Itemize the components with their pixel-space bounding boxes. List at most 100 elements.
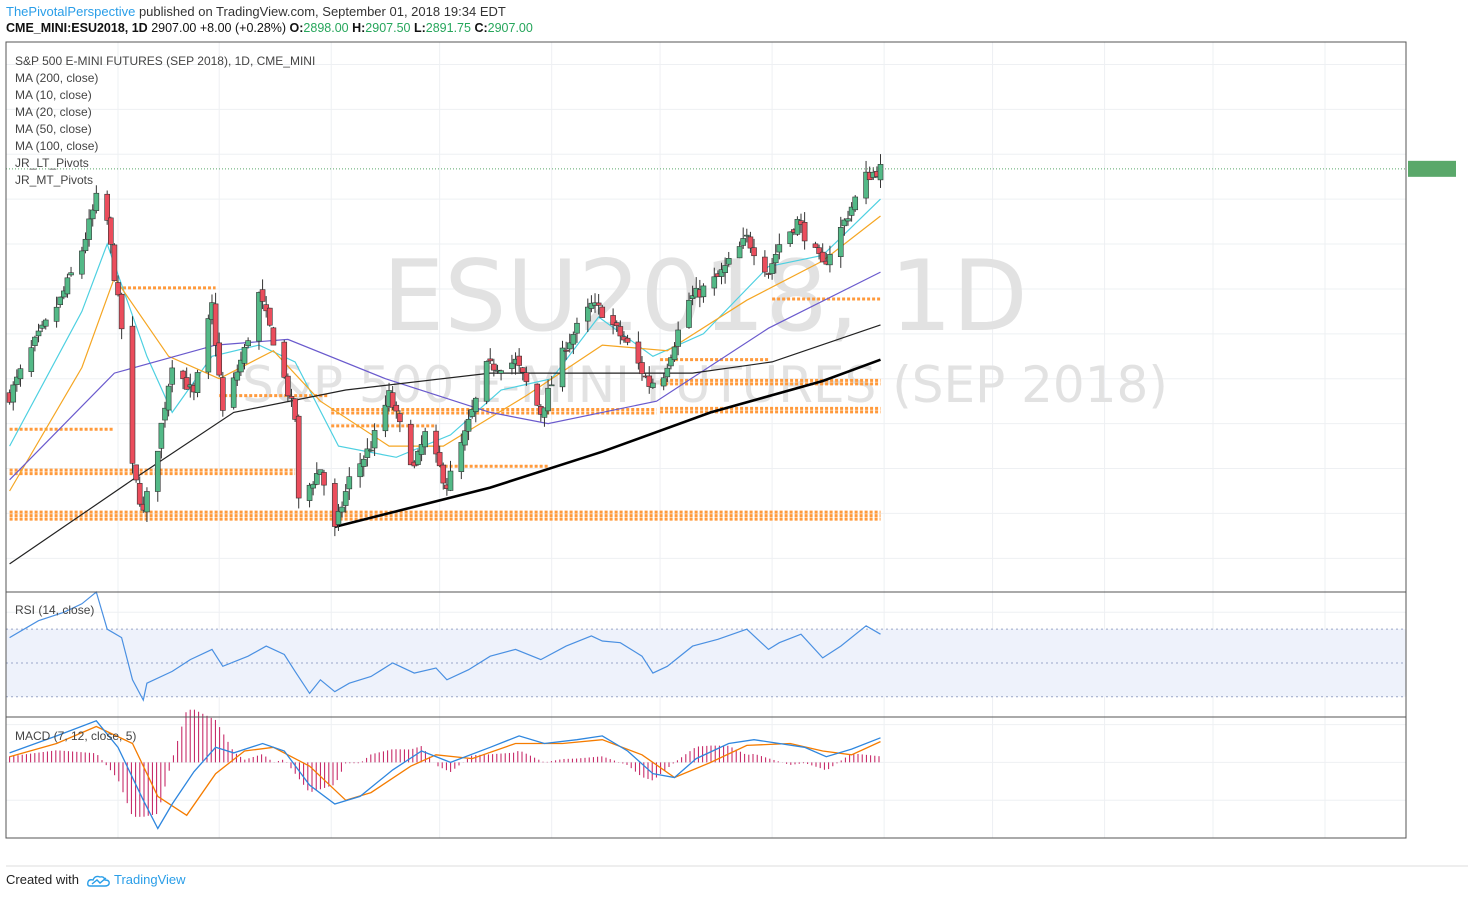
candle-up xyxy=(469,409,475,417)
legend-ma200[interactable]: MA (200, close) xyxy=(15,71,98,85)
candle-up xyxy=(498,370,504,374)
candle-up xyxy=(664,367,671,378)
candle-down xyxy=(563,349,569,352)
candle-down xyxy=(136,483,143,505)
candle-up xyxy=(650,382,656,388)
candle-down xyxy=(635,341,642,364)
rsi-legend[interactable]: RSI (14, close) xyxy=(15,603,94,617)
candle-down xyxy=(118,293,125,330)
candle-up xyxy=(162,407,168,421)
candle-up xyxy=(675,329,681,347)
candle-up xyxy=(837,227,844,257)
open-label: O: xyxy=(289,21,304,35)
candle-up xyxy=(371,430,378,449)
candle-down xyxy=(281,341,288,378)
tradingview-cloud-icon xyxy=(86,875,110,887)
candle-up xyxy=(79,250,85,275)
candle-up xyxy=(585,306,591,322)
candle-down xyxy=(321,472,327,486)
footer: Created with TradingView xyxy=(6,872,186,887)
candle-up xyxy=(313,473,320,485)
candle-up xyxy=(245,340,251,347)
candle-down xyxy=(519,367,526,373)
ma-line xyxy=(334,358,881,529)
legend-lt-pivots[interactable]: JR_LT_Pivots xyxy=(15,156,89,170)
candle-up xyxy=(14,376,20,385)
publisher-link[interactable]: ThePivotalPerspective xyxy=(6,4,136,19)
candle-up xyxy=(144,491,150,513)
candle-down xyxy=(617,326,624,337)
candle-down xyxy=(816,247,822,254)
candle-up xyxy=(725,258,732,265)
candle-up xyxy=(740,238,746,246)
watermark-name: S&P 500 E-MINI FUTURES (SEP 2018) xyxy=(242,356,1168,414)
candle-up xyxy=(256,292,262,342)
tradingview-link[interactable]: TradingView xyxy=(114,872,186,887)
candle-up xyxy=(382,404,389,432)
candle-up xyxy=(230,377,237,408)
symbol-label: CME_MINI:ESU2018, 1D xyxy=(6,21,148,35)
candle-down xyxy=(183,377,190,390)
candle-down xyxy=(285,375,291,397)
candle-down xyxy=(765,273,772,275)
legend-mt-pivots[interactable]: JR_MT_Pivots xyxy=(15,173,93,187)
candle-up xyxy=(368,449,374,452)
candle-up xyxy=(483,361,490,402)
macd-signal-line xyxy=(9,725,881,817)
candle-up xyxy=(660,377,667,387)
candle-up xyxy=(238,359,244,373)
candle-up xyxy=(364,448,371,458)
quote-line: CME_MINI:ESU2018, 1D 2907.00 +8.00 (+0.2… xyxy=(6,20,533,37)
candle-up xyxy=(335,511,342,525)
candle-down xyxy=(259,289,266,302)
candle-up xyxy=(509,362,515,369)
candle-up xyxy=(545,387,551,412)
candle-up xyxy=(574,322,580,334)
candle-up xyxy=(794,219,801,235)
legend-title: S&P 500 E-MINI FUTURES (SEP 2018), 1D, C… xyxy=(15,54,315,68)
candle-down xyxy=(534,383,541,406)
created-with-label: Created with xyxy=(6,872,79,887)
candle-up xyxy=(360,458,367,467)
candle-up xyxy=(718,269,725,277)
candle-down xyxy=(751,247,757,257)
candle-down xyxy=(115,282,121,296)
candle-down xyxy=(270,327,277,346)
rsi-line xyxy=(9,590,881,702)
legend-ma10[interactable]: MA (10, close) xyxy=(15,88,92,102)
candle-up xyxy=(35,330,42,337)
candle-down xyxy=(220,377,226,411)
candle-up xyxy=(776,244,783,253)
candle-down xyxy=(599,306,606,318)
candle-up xyxy=(346,476,353,490)
candle-down xyxy=(436,452,443,467)
ma-line xyxy=(9,198,881,458)
candle-up xyxy=(671,346,678,360)
candle-up xyxy=(422,431,428,448)
candle-up xyxy=(154,450,161,492)
candle-up xyxy=(472,397,479,412)
candle-up xyxy=(744,234,750,237)
candle-up xyxy=(772,254,779,264)
candle-down xyxy=(180,370,186,380)
legend-ma100[interactable]: MA (100, close) xyxy=(15,139,98,153)
legend-ma20[interactable]: MA (20, close) xyxy=(15,105,92,119)
pane-frames xyxy=(5,41,1468,867)
candle-down xyxy=(104,193,110,221)
low-value: 2891.75 xyxy=(425,21,471,35)
candle-up xyxy=(53,306,60,322)
legend-ma50[interactable]: MA (50, close) xyxy=(15,122,92,136)
indicator-legend: S&P 500 E-MINI FUTURES (SEP 2018), 1D, C… xyxy=(15,54,315,743)
low-label: L: xyxy=(413,21,426,35)
candle-down xyxy=(440,464,447,484)
macd-legend[interactable]: MACD (7, 12, close, 5) xyxy=(15,729,136,743)
candle-up xyxy=(64,277,71,295)
candle-up xyxy=(863,171,869,199)
candle-down xyxy=(133,464,139,481)
chart-grid xyxy=(5,42,1406,839)
candle-up xyxy=(852,196,859,211)
candle-up xyxy=(241,346,248,364)
candle-down xyxy=(491,363,497,371)
candle-down xyxy=(288,396,295,399)
